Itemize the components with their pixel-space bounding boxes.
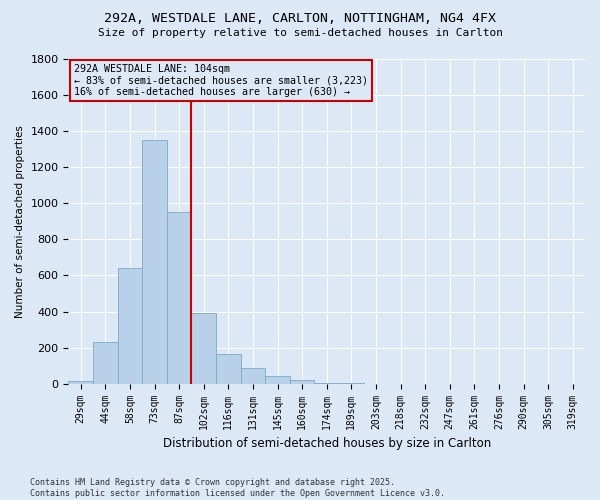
- Bar: [167, 212, 191, 384]
- Bar: [216, 354, 241, 384]
- Bar: [68, 381, 93, 384]
- Bar: [142, 140, 167, 384]
- Bar: [93, 342, 118, 384]
- Bar: [265, 376, 290, 384]
- Bar: [191, 314, 216, 384]
- Bar: [118, 268, 142, 384]
- Bar: [241, 368, 265, 384]
- Text: Contains HM Land Registry data © Crown copyright and database right 2025.
Contai: Contains HM Land Registry data © Crown c…: [30, 478, 445, 498]
- Y-axis label: Number of semi-detached properties: Number of semi-detached properties: [15, 125, 25, 318]
- Text: 292A WESTDALE LANE: 104sqm
← 83% of semi-detached houses are smaller (3,223)
16%: 292A WESTDALE LANE: 104sqm ← 83% of semi…: [74, 64, 368, 97]
- X-axis label: Distribution of semi-detached houses by size in Carlton: Distribution of semi-detached houses by …: [163, 437, 491, 450]
- Text: 292A, WESTDALE LANE, CARLTON, NOTTINGHAM, NG4 4FX: 292A, WESTDALE LANE, CARLTON, NOTTINGHAM…: [104, 12, 496, 26]
- Bar: [314, 383, 339, 384]
- Text: Size of property relative to semi-detached houses in Carlton: Size of property relative to semi-detach…: [97, 28, 503, 38]
- Bar: [290, 380, 314, 384]
